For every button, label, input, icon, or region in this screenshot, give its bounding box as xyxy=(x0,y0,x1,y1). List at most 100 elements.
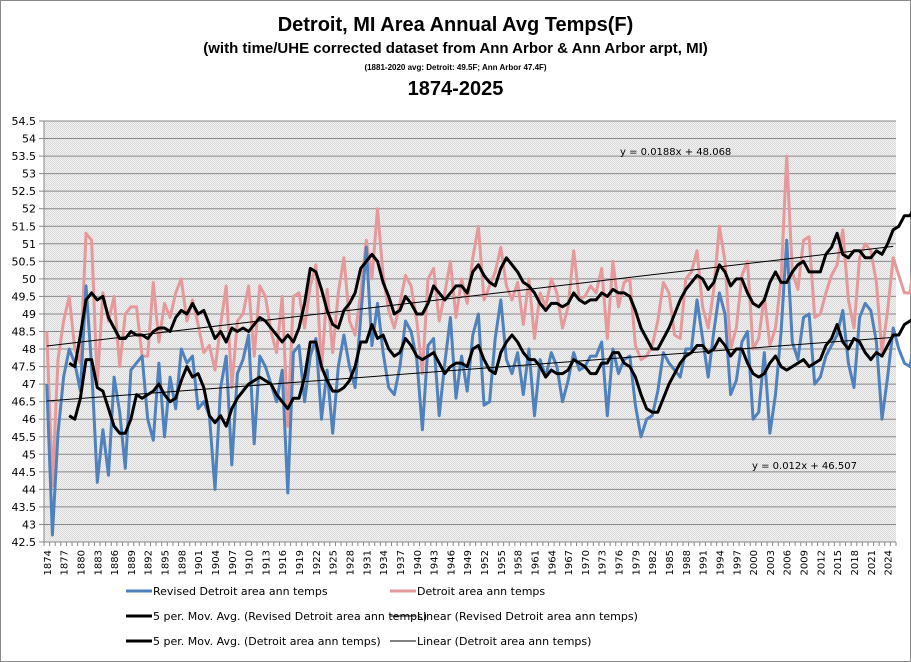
chart-note: (1881-2020 avg: Detroit: 49.5F; Ann Arbo… xyxy=(364,63,547,72)
series-detroit-line xyxy=(45,154,911,488)
y-tick-label: 42.5 xyxy=(12,536,37,549)
legend: Revised Detroit area ann temps Detroit ar… xyxy=(126,585,638,648)
y-tick-label: 53.5 xyxy=(12,150,37,163)
y-tick-label: 50.5 xyxy=(12,255,37,268)
trend-revised-line xyxy=(46,336,894,402)
movavg-detroit xyxy=(68,210,911,369)
x-tick-label: 1889 xyxy=(127,550,138,575)
x-tick-label: 1934 xyxy=(379,550,390,575)
x-tick-label: 1946 xyxy=(446,550,457,575)
y-tick-label: 51 xyxy=(22,238,36,251)
x-tick-label: 1925 xyxy=(329,550,340,575)
trend-equation-detroit: y = 0.0188x + 48.068 xyxy=(620,147,731,158)
x-tick-label: 1892 xyxy=(144,550,155,575)
legend-label: Linear (Detroit area ann temps) xyxy=(417,635,591,648)
chart-year-range: 1874-2025 xyxy=(407,78,504,100)
x-tick-label: 1913 xyxy=(261,550,272,575)
y-tick-label: 53 xyxy=(22,168,36,181)
y-tick-label: 54.5 xyxy=(12,115,37,128)
x-tick-label: 2006 xyxy=(783,550,794,575)
x-tick-label: 1886 xyxy=(110,550,121,575)
trend-detroit xyxy=(46,245,894,347)
y-tick-label: 43 xyxy=(22,518,36,531)
x-tick-label: 1928 xyxy=(345,550,356,575)
y-tick-label: 47 xyxy=(22,378,36,391)
trend-revised xyxy=(46,336,894,402)
legend-item: 5 per. Mov. Avg. (Revised Detroit area a… xyxy=(126,610,427,623)
x-tick-label: 2000 xyxy=(749,550,760,575)
y-tick-label: 48 xyxy=(22,343,36,356)
x-tick-label: 2009 xyxy=(800,550,811,575)
x-tick-label: 2003 xyxy=(766,550,777,575)
legend-item: Detroit area ann temps xyxy=(390,585,545,598)
y-tick-label: 48.5 xyxy=(12,326,37,339)
x-tick-label: 2018 xyxy=(850,550,861,575)
x-tick-label: 1964 xyxy=(547,550,558,575)
series-detroit xyxy=(45,154,911,488)
trend-detroit-line xyxy=(46,245,894,347)
x-tick-label: 2024 xyxy=(884,550,895,575)
movavg-revised xyxy=(68,318,911,435)
x-tick-label: 1895 xyxy=(161,550,172,575)
x-tick-label: 1874 xyxy=(43,550,54,575)
y-tick-label: 49.5 xyxy=(12,290,37,303)
movavg-revised-line xyxy=(68,318,911,435)
movavg-detroit-line xyxy=(68,210,911,369)
x-tick-label: 1955 xyxy=(497,550,508,575)
y-tick-label: 51.5 xyxy=(12,220,37,233)
x-axis: 1874 1877 1880 1883 1886 1889 1892 1895 1898 1901… xyxy=(43,541,897,575)
x-tick-label: 1970 xyxy=(581,550,592,575)
x-tick-label: 1949 xyxy=(463,550,474,575)
legend-label: Revised Detroit area ann temps xyxy=(153,585,328,598)
y-tick-label: 46.5 xyxy=(12,396,37,409)
x-tick-label: 2015 xyxy=(833,550,844,575)
x-tick-label: 1994 xyxy=(715,550,726,575)
legend-item: Linear (Detroit area ann temps) xyxy=(390,635,591,648)
x-tick-label: 1931 xyxy=(362,550,373,575)
series-revised-line xyxy=(45,238,911,537)
series-group xyxy=(45,154,911,537)
x-tick-label: 1958 xyxy=(514,550,525,575)
x-tick-label: 1922 xyxy=(312,550,323,575)
y-tick-label: 49 xyxy=(22,308,36,321)
y-tick-label: 47.5 xyxy=(12,361,37,374)
x-tick-label: 1916 xyxy=(278,550,289,575)
x-tick-label: 1943 xyxy=(430,550,441,575)
trend-equation-revised: y = 0.012x + 46.507 xyxy=(752,461,857,472)
legend-item: 5 per. Mov. Avg. (Detroit area ann temps… xyxy=(126,635,381,648)
y-tick-label: 54 xyxy=(22,133,36,146)
y-tick-label: 44.5 xyxy=(12,466,37,479)
y-tick-label: 52.5 xyxy=(12,185,37,198)
x-tick-label: 1901 xyxy=(194,550,205,575)
legend-label: 5 per. Mov. Avg. (Detroit area ann temps… xyxy=(153,635,381,648)
x-tick-label: 1919 xyxy=(295,550,306,575)
x-tick-label: 1988 xyxy=(682,550,693,575)
legend-item: Revised Detroit area ann temps xyxy=(126,585,328,598)
x-tick-label: 1979 xyxy=(631,550,642,575)
x-tick-label: 1973 xyxy=(598,550,609,575)
x-tick-label: 1877 xyxy=(60,550,71,575)
x-tick-label: 1961 xyxy=(530,550,541,575)
x-tick-label: 1976 xyxy=(615,550,626,575)
x-tick-label: 1952 xyxy=(480,550,491,575)
legend-label: Linear (Revised Detroit area ann temps) xyxy=(417,610,638,623)
x-tick-label: 1883 xyxy=(93,550,104,575)
y-tick-label: 43.5 xyxy=(12,501,37,514)
y-tick-label: 50 xyxy=(22,273,36,286)
legend-item: Linear (Revised Detroit area ann temps) xyxy=(390,610,638,623)
x-tick-label: 1898 xyxy=(177,550,188,575)
x-tick-label: 1907 xyxy=(228,550,239,575)
legend-label: Detroit area ann temps xyxy=(417,585,545,598)
x-tick-label: 1904 xyxy=(211,550,222,575)
y-tick-label: 45 xyxy=(22,448,36,461)
x-tick-label: 1991 xyxy=(699,550,710,575)
x-tick-label: 1982 xyxy=(648,550,659,575)
x-tick-label: 2021 xyxy=(867,550,878,575)
x-tick-label: 1997 xyxy=(732,550,743,575)
legend-label: 5 per. Mov. Avg. (Revised Detroit area a… xyxy=(153,610,427,623)
x-tick-label: 2012 xyxy=(816,550,827,575)
x-tick-label: 1985 xyxy=(665,550,676,575)
y-axis: 42.5 43 43.5 44 44.5 45 45.5 46 46.5 47 47.5 48 48.5… xyxy=(12,115,45,549)
y-tick-label: 45.5 xyxy=(12,431,37,444)
